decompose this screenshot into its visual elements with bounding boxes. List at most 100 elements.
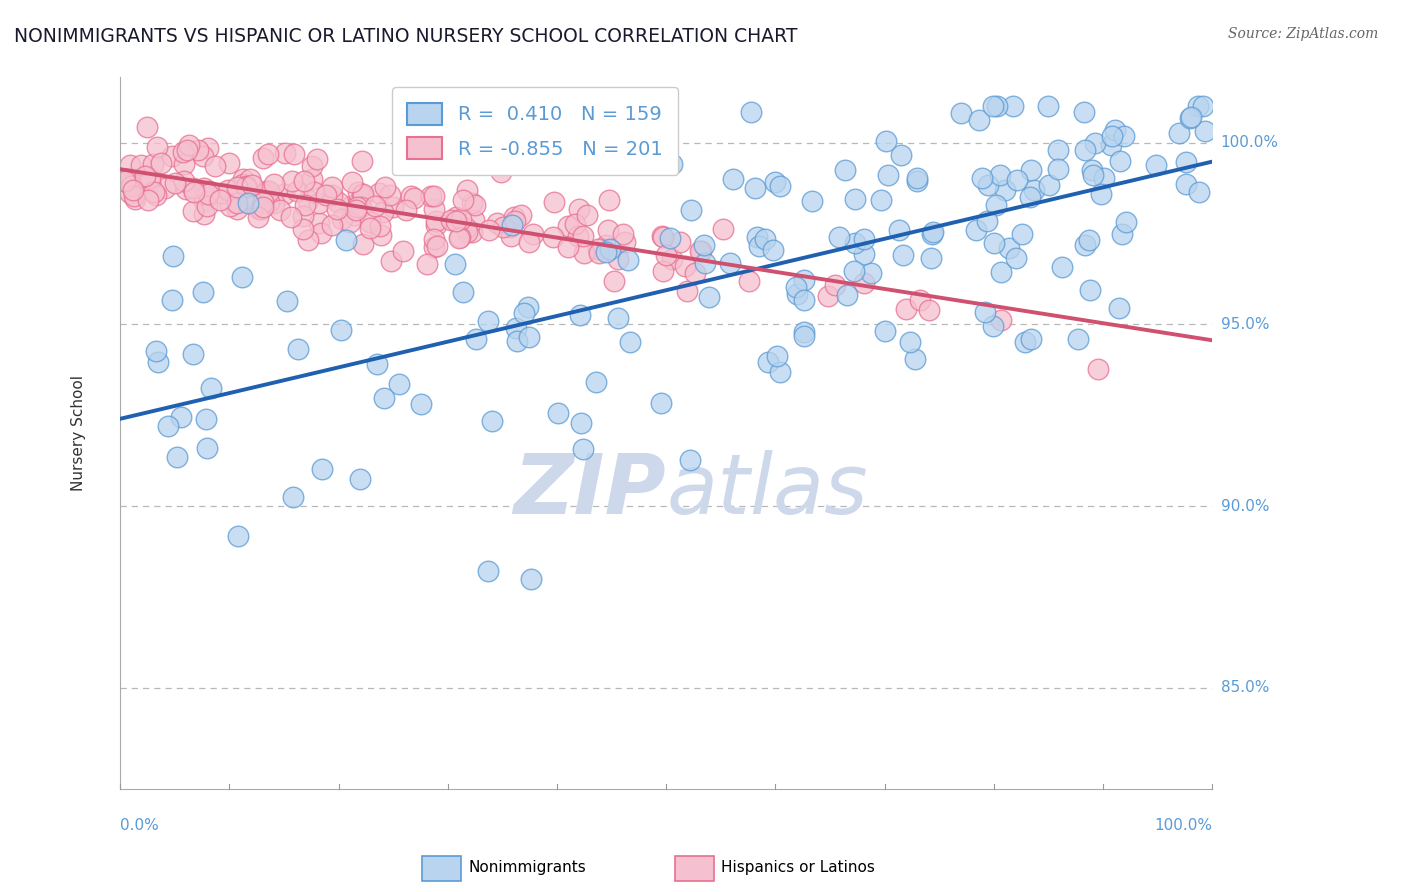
Point [905, 174, 928, 188]
Point [619, 335, 641, 350]
Point [352, 186, 374, 201]
Point [738, 274, 761, 288]
Point [1019, 163, 1042, 178]
Point [1144, 158, 1167, 172]
Point [501, 229, 523, 244]
Point [250, 202, 273, 217]
Point [285, 184, 308, 198]
Point [568, 202, 591, 217]
Point [162, 293, 184, 308]
Point [817, 289, 839, 303]
Point [614, 235, 637, 250]
Point [120, 179, 142, 194]
Point [311, 462, 333, 476]
Point [1115, 215, 1137, 229]
Point [297, 193, 319, 207]
Point [1178, 111, 1201, 125]
Point [718, 255, 741, 269]
Point [501, 218, 523, 232]
Point [335, 233, 357, 247]
Point [263, 177, 285, 191]
Point [859, 266, 882, 280]
Point [447, 231, 470, 245]
Point [567, 229, 589, 244]
Point [456, 183, 478, 197]
Point [197, 187, 219, 202]
Point [990, 265, 1012, 279]
Point [828, 229, 851, 244]
Point [492, 220, 515, 235]
Point [651, 264, 673, 278]
Point [409, 396, 432, 410]
Point [157, 419, 180, 434]
Point [363, 199, 385, 213]
Point [321, 179, 343, 194]
Point [200, 381, 222, 395]
Point [420, 188, 443, 202]
Point [197, 199, 219, 213]
Point [173, 156, 195, 170]
Point [352, 237, 374, 252]
Point [920, 251, 942, 265]
Point [547, 406, 569, 420]
Point [747, 230, 769, 244]
Point [1081, 163, 1104, 178]
Point [681, 203, 703, 218]
Point [263, 196, 285, 211]
Point [340, 176, 363, 190]
Point [651, 229, 673, 244]
Point [146, 355, 169, 369]
Point [423, 189, 446, 203]
Point [1114, 128, 1136, 143]
Point [170, 409, 193, 424]
Point [359, 221, 381, 235]
Point [1047, 143, 1070, 157]
Point [349, 472, 371, 486]
Point [463, 212, 485, 227]
Point [193, 194, 215, 208]
Point [451, 285, 474, 299]
Point [522, 227, 544, 241]
Point [904, 351, 927, 366]
Point [598, 222, 620, 236]
Point [346, 202, 368, 217]
Point [1104, 123, 1126, 137]
Point [226, 529, 249, 543]
Point [273, 146, 295, 161]
Point [875, 324, 897, 338]
Point [793, 293, 815, 307]
Point [990, 313, 1012, 327]
Point [792, 325, 814, 339]
Point [256, 147, 278, 161]
Point [280, 210, 302, 224]
Point [1109, 154, 1132, 169]
Point [564, 218, 586, 232]
Point [612, 227, 634, 242]
Point [217, 183, 239, 197]
Point [998, 241, 1021, 255]
Point [721, 171, 744, 186]
Point [273, 187, 295, 202]
Point [785, 279, 807, 293]
Point [232, 177, 254, 191]
Point [366, 357, 388, 371]
Point [346, 185, 368, 199]
Point [661, 252, 683, 266]
Point [793, 273, 815, 287]
Point [461, 195, 484, 210]
Point [711, 222, 734, 236]
Point [517, 235, 540, 249]
Point [160, 149, 183, 163]
Point [1192, 99, 1215, 113]
Point [756, 354, 779, 368]
Point [762, 243, 785, 257]
Point [834, 162, 856, 177]
Point [824, 278, 846, 293]
Point [127, 172, 149, 186]
Point [247, 202, 270, 217]
Point [676, 284, 699, 298]
Point [890, 148, 912, 162]
Point [294, 198, 316, 212]
Point [607, 252, 630, 267]
Point [304, 185, 326, 199]
